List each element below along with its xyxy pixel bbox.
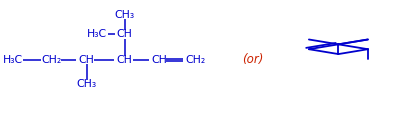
Text: CH₃: CH₃ xyxy=(115,10,135,20)
Text: (or): (or) xyxy=(242,54,264,66)
Text: CH: CH xyxy=(117,30,133,39)
Text: CH: CH xyxy=(79,55,94,65)
Text: H₃C: H₃C xyxy=(87,30,107,39)
Text: CH₂: CH₂ xyxy=(185,55,205,65)
Text: CH₃: CH₃ xyxy=(76,79,97,89)
Text: CH₂: CH₂ xyxy=(41,55,61,65)
Text: CH: CH xyxy=(117,55,133,65)
Text: H₃C: H₃C xyxy=(3,55,23,65)
Text: CH: CH xyxy=(151,55,167,65)
